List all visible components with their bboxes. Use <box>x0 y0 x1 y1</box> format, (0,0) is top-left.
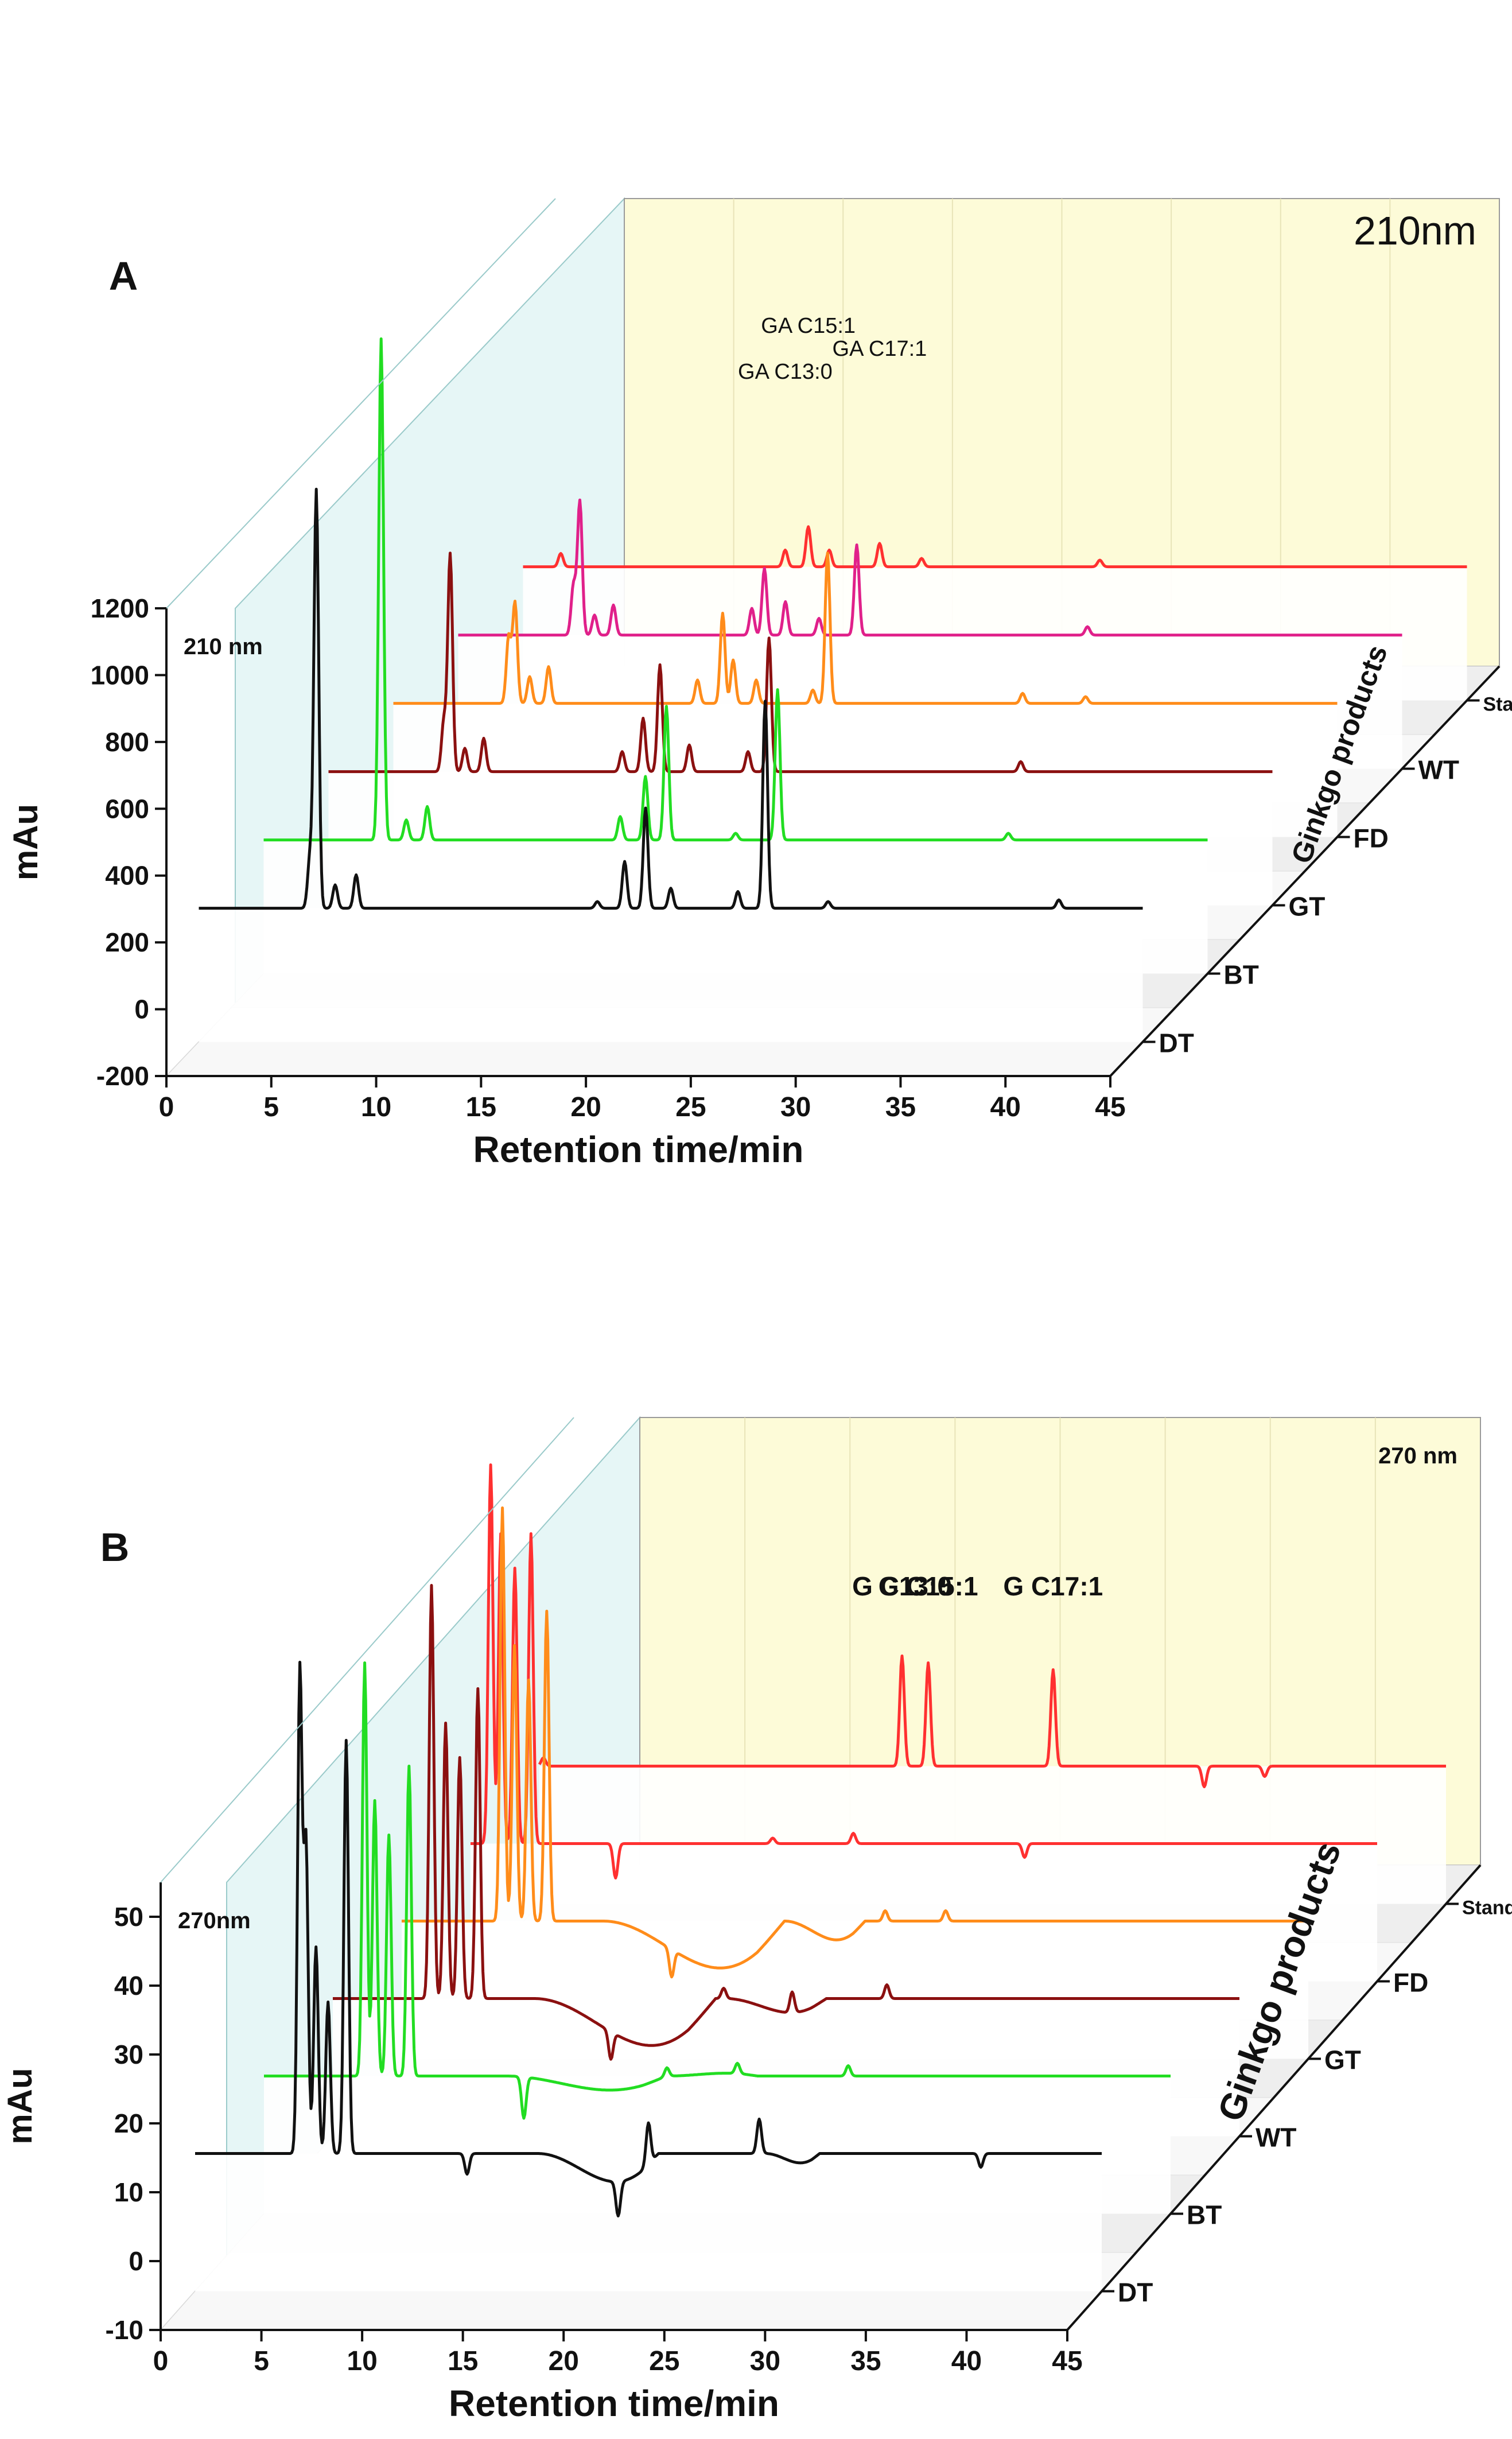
series-curtain <box>199 908 1143 1042</box>
x-tick-label: 40 <box>951 2346 982 2376</box>
x-tick-label: 5 <box>254 2346 269 2376</box>
wall-edge <box>160 1417 574 1883</box>
x-tick-label: 30 <box>780 1092 811 1123</box>
z-tick-label: FD <box>1393 1968 1428 1998</box>
series-trace <box>522 525 1468 569</box>
y-tick-label: 50 <box>114 1902 143 1932</box>
y-tick-label: 10 <box>114 2177 143 2207</box>
z-tick-label: FD <box>1354 824 1389 853</box>
y-tick-label: -200 <box>96 1061 149 1091</box>
x-tick-label: 15 <box>466 1092 496 1123</box>
x-tick-label: 35 <box>885 1092 916 1123</box>
wavelength-label: 210 nm <box>184 634 263 659</box>
chart-panel-a: 0 5 10 15 20 25 30 35 40 45 -200 0 200 400 600 800 1000 1… <box>6 197 1512 1170</box>
z-tick-label: DT <box>1159 1028 1194 1058</box>
z-tick-label: GT <box>1289 892 1326 922</box>
series-trace <box>328 552 1273 774</box>
y-tick-label: 1000 <box>91 660 149 690</box>
y-tick-label: 30 <box>114 2040 143 2069</box>
x-tick-label: 10 <box>361 1092 391 1123</box>
z-axis <box>1109 665 1501 1077</box>
series-trace <box>195 1660 1102 2217</box>
peak-annotation: G C17:1 <box>1003 1571 1103 1601</box>
peak-annotation: G C15:1 <box>879 1571 978 1601</box>
x-tick-label: 20 <box>570 1092 601 1123</box>
x-tick-label: 45 <box>1095 1092 1125 1123</box>
wavelength-label: 270nm <box>178 1908 251 1933</box>
series-trace <box>198 487 1144 910</box>
z-tick-label: GT <box>1324 2045 1361 2075</box>
y-tick-label: 1200 <box>91 593 149 623</box>
x-tick-label: 0 <box>159 1092 174 1123</box>
back-wall-label: 210nm <box>1354 208 1476 253</box>
series-trace <box>263 1661 1171 2120</box>
z-tick-label: WT <box>1418 755 1460 785</box>
y-tick-label: 200 <box>105 927 149 957</box>
y-tick-label: 0 <box>134 995 149 1024</box>
y-tick-label: -10 <box>106 2315 143 2345</box>
z-tick-label: DT <box>1118 2278 1153 2308</box>
y-axis-title: mAu <box>6 804 45 880</box>
x-axis-title: Retention time/min <box>449 2383 779 2424</box>
z-tick-label: Standard <box>1483 694 1512 716</box>
y-tick-label: 800 <box>105 727 149 757</box>
series-trace <box>538 1655 1447 1788</box>
x-tick-label: 30 <box>750 2346 780 2376</box>
back-wall-label: 270 nm <box>1378 1443 1457 1469</box>
y-tick-label: 400 <box>105 861 149 891</box>
y-tick-label: 20 <box>114 2108 143 2138</box>
series-trace <box>392 552 1338 705</box>
y-axis-title: mAu <box>1 2068 39 2144</box>
x-tick-label: 40 <box>990 1092 1021 1123</box>
z-axis <box>1066 1864 1482 2331</box>
panel-label: A <box>109 254 138 298</box>
y-tick-label: 600 <box>105 794 149 824</box>
chart-panel-b: 0 5 10 15 20 25 30 35 40 45 -10 0 10 20 30 40 50 Retentio… <box>1 1416 1512 2424</box>
x-tick-label: 5 <box>263 1092 279 1123</box>
x-tick-label: 20 <box>549 2346 579 2376</box>
y-tick-label: 40 <box>114 1971 143 2001</box>
z-tick-label: WT <box>1256 2123 1297 2153</box>
x-tick-label: 35 <box>850 2346 881 2376</box>
series-trace <box>401 1506 1309 1979</box>
x-tick-label: 45 <box>1052 2346 1082 2376</box>
x-tick-label: 15 <box>448 2346 478 2376</box>
series-curtain <box>195 2153 1102 2292</box>
peak-annotation: G C13:0 <box>852 1571 952 1601</box>
series-trace <box>470 1463 1378 1879</box>
x-tick-label: 10 <box>347 2346 377 2376</box>
series-trace <box>332 1584 1240 2061</box>
x-tick-label: 25 <box>649 2346 679 2376</box>
z-tick-label: BT <box>1187 2200 1222 2230</box>
series-trace <box>263 337 1208 842</box>
peak-annotation: GA C13:0 <box>738 360 833 384</box>
peak-annotation: GA C15:1 <box>761 314 856 338</box>
peak-annotation: GA C17:1 <box>833 337 927 361</box>
y-tick-label: 0 <box>129 2246 143 2276</box>
series-trace <box>457 498 1403 637</box>
x-tick-label: 25 <box>675 1092 706 1123</box>
z-tick-label: Standard <box>1462 1897 1512 1919</box>
wall-edge <box>166 198 556 609</box>
z-tick-label: BT <box>1224 960 1259 990</box>
panel-label: B <box>100 1525 130 1570</box>
x-tick-label: 0 <box>153 2346 169 2376</box>
x-axis-title: Retention time/min <box>473 1129 803 1170</box>
